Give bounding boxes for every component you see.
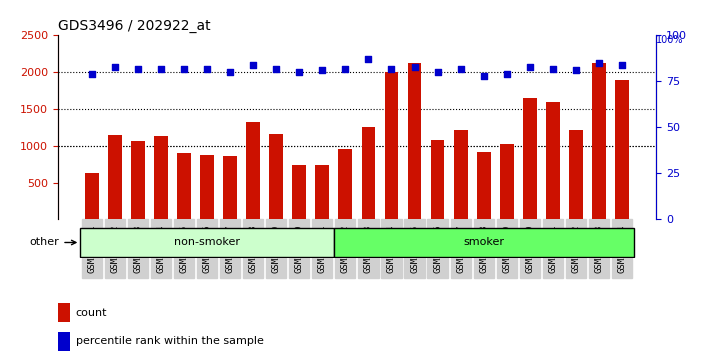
Bar [131, 142, 145, 219]
Point [616, 62, 628, 68]
Bar [177, 153, 191, 219]
Bar [430, 140, 444, 219]
Point [593, 60, 605, 66]
Point [132, 66, 143, 72]
Point [293, 69, 305, 75]
Point [86, 71, 97, 77]
Bar [407, 63, 422, 219]
Bar [224, 156, 237, 219]
Bar [546, 102, 559, 219]
Point [570, 68, 582, 73]
Text: count: count [76, 308, 107, 318]
Point [478, 73, 490, 79]
Point [155, 66, 167, 72]
Point [455, 66, 466, 72]
Text: percentile rank within the sample: percentile rank within the sample [76, 336, 263, 346]
Bar [477, 152, 490, 219]
Point [178, 66, 190, 72]
Bar [247, 121, 260, 219]
FancyBboxPatch shape [334, 228, 634, 257]
Text: smoker: smoker [463, 238, 504, 247]
Point [501, 71, 513, 77]
Point [109, 64, 120, 69]
Point [340, 66, 351, 72]
Point [270, 66, 282, 72]
Point [224, 69, 236, 75]
Point [317, 68, 328, 73]
Bar [454, 130, 467, 219]
Point [386, 66, 397, 72]
Bar [500, 144, 513, 219]
Bar [200, 155, 214, 219]
Bar [58, 303, 70, 322]
Point [201, 66, 213, 72]
Bar [108, 135, 122, 219]
Bar [384, 72, 399, 219]
Point [409, 64, 420, 69]
Bar [338, 149, 353, 219]
Bar [569, 130, 583, 219]
Bar [154, 136, 168, 219]
Point [247, 62, 259, 68]
Point [524, 64, 536, 69]
Text: other: other [30, 238, 76, 247]
Bar [615, 80, 629, 219]
FancyBboxPatch shape [80, 228, 334, 257]
Bar [270, 134, 283, 219]
Bar [361, 127, 376, 219]
Text: non-smoker: non-smoker [174, 238, 240, 247]
Bar [292, 165, 306, 219]
Bar [58, 332, 70, 351]
Point [363, 57, 374, 62]
Bar [85, 173, 99, 219]
Bar [523, 98, 536, 219]
Bar [592, 63, 606, 219]
Text: 100%: 100% [656, 35, 684, 45]
Text: GDS3496 / 202922_at: GDS3496 / 202922_at [58, 19, 211, 33]
Point [432, 69, 443, 75]
Bar [315, 165, 329, 219]
Point [547, 66, 559, 72]
